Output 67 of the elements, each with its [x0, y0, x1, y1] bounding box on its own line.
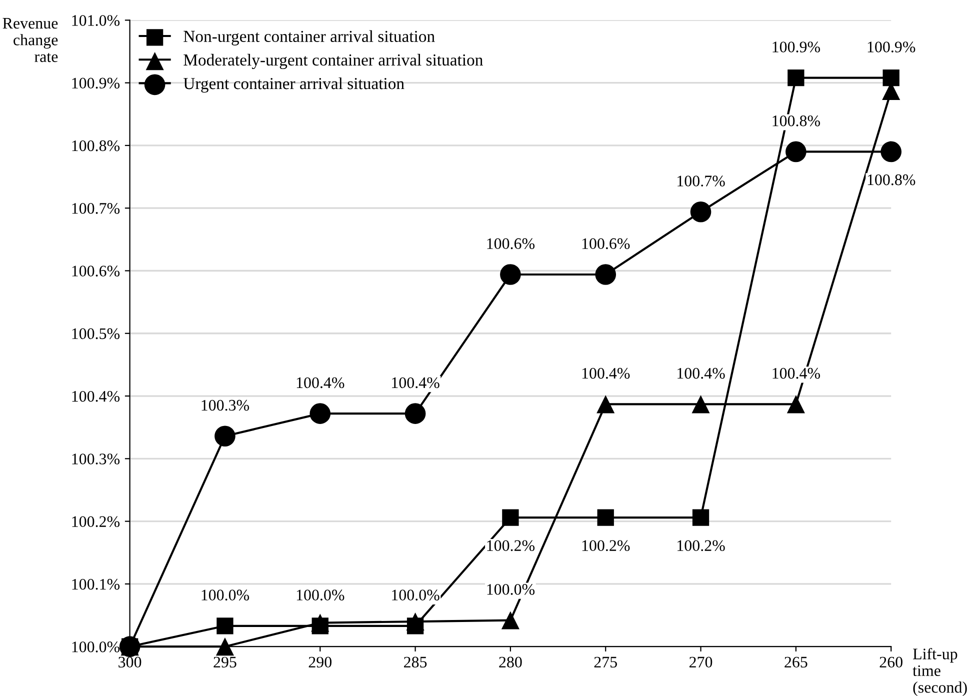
- x-tick-label: 300: [118, 656, 142, 668]
- x-tick-label: 295: [214, 656, 236, 668]
- data-label: 100.8%: [772, 115, 820, 126]
- data-label: 100.4%: [296, 377, 344, 388]
- point: [880, 141, 902, 162]
- point: [596, 395, 615, 414]
- data-label: 100.0%: [202, 590, 250, 601]
- x-tick-label: 270: [689, 656, 712, 668]
- data-label: 100.9%: [868, 42, 916, 52]
- data-label: 100.2%: [582, 540, 630, 552]
- y-tick-label: 101.0%: [72, 15, 120, 26]
- y-tick-label: 100.3%: [72, 454, 120, 464]
- point: [692, 509, 710, 526]
- data-label: 100.9%: [772, 42, 820, 52]
- point: [690, 201, 712, 222]
- point: [216, 638, 234, 656]
- y-tick-label: 100.6%: [72, 266, 120, 277]
- point: [597, 509, 614, 526]
- data-label: 100.4%: [678, 368, 725, 379]
- point: [214, 426, 236, 447]
- data-label: 100.2%: [487, 540, 535, 552]
- y-tick-label: 100.5%: [72, 328, 120, 340]
- point: [786, 141, 806, 162]
- point: [404, 403, 426, 424]
- data-label: 100.7%: [678, 176, 725, 186]
- point: [311, 614, 330, 632]
- data-label: 100.6%: [582, 238, 630, 250]
- y-tick-label: 100.1%: [72, 578, 120, 590]
- y-tick-label: 100.8%: [72, 140, 120, 152]
- legend-label: Non-urgent container arrival situation: [184, 30, 435, 46]
- point: [500, 264, 521, 285]
- data-label: 100.2%: [678, 540, 725, 552]
- point: [119, 636, 140, 657]
- data-label: 100.0%: [487, 584, 535, 595]
- data-label: 100.4%: [772, 368, 820, 379]
- point: [692, 395, 710, 414]
- legend-label: Moderately-urgent container arrival situation: [184, 54, 483, 70]
- point: [310, 403, 331, 424]
- data-label: 100.0%: [296, 590, 344, 601]
- x-tick-label: 260: [880, 656, 902, 668]
- y-tick-label: 100.2%: [72, 516, 120, 528]
- point: [501, 611, 520, 630]
- point: [406, 612, 424, 631]
- y-tick-label: 100.0%: [72, 642, 120, 652]
- x-tick-label: 290: [308, 656, 332, 668]
- y-tick-label: 100.9%: [72, 78, 120, 89]
- point: [216, 618, 234, 634]
- point: [502, 509, 519, 526]
- x-tick-label: 265: [784, 656, 808, 668]
- data-label: 100.3%: [202, 400, 250, 411]
- data-label: 100.4%: [582, 368, 630, 379]
- x-tick-label: 275: [594, 656, 617, 668]
- y-axis-title: Revenue change rate: [2, 18, 58, 62]
- data-label: 100.8%: [868, 174, 916, 186]
- point: [882, 69, 900, 86]
- point: [786, 395, 805, 414]
- data-label: 100.6%: [487, 238, 535, 250]
- x-tick-label: 285: [404, 656, 427, 668]
- data-label: 100.0%: [392, 590, 440, 601]
- point: [595, 264, 616, 285]
- y-tick-label: 100.7%: [72, 203, 120, 214]
- x-tick-label: 280: [499, 656, 522, 668]
- x-axis-title: Lift-up time (second): [912, 648, 967, 696]
- point: [788, 69, 804, 86]
- data-label: 100.4%: [392, 377, 440, 388]
- y-tick-label: 100.4%: [72, 390, 120, 402]
- legend-label: Urgent container arrival situation: [183, 77, 404, 93]
